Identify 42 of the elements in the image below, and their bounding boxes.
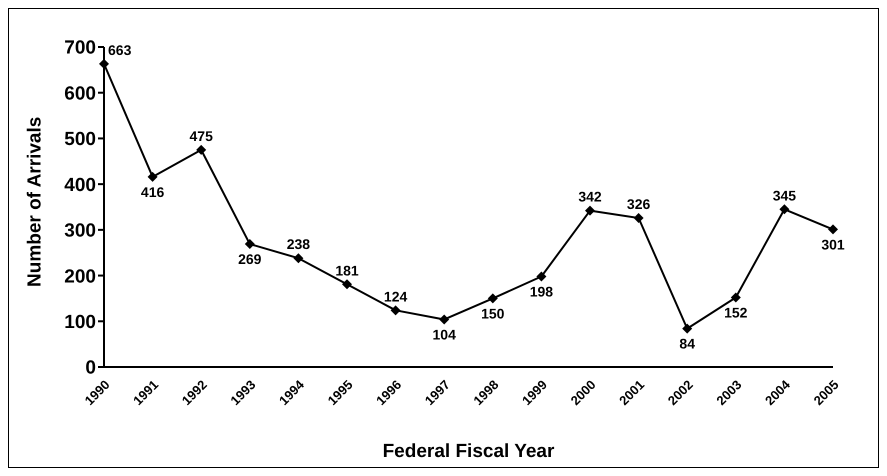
point (536, 271, 546, 282)
y-tick-label: 700 (64, 38, 96, 59)
point (342, 279, 352, 290)
point (196, 144, 206, 155)
data-label: 84 (679, 336, 696, 352)
data-label: 198 (530, 283, 554, 300)
point (293, 253, 304, 264)
data-label: 345 (772, 187, 796, 204)
data-label: 269 (238, 251, 262, 268)
y-tick-label: 500 (64, 129, 96, 150)
data-label: 663 (108, 42, 132, 58)
point (682, 324, 692, 334)
data-label: 150 (481, 305, 505, 322)
point (828, 224, 838, 234)
y-axis-title: Number of Arrivals (24, 116, 46, 287)
data-label: 326 (626, 196, 650, 212)
data-label: 238 (286, 236, 310, 252)
point (779, 204, 790, 214)
data-label: 301 (821, 236, 845, 252)
point (244, 239, 255, 250)
data-label: 181 (335, 262, 359, 278)
data-label: 104 (432, 326, 456, 342)
y-tick-label: 300 (64, 220, 96, 242)
data-label: 342 (578, 188, 602, 205)
point (99, 58, 109, 69)
point (488, 293, 498, 304)
point (148, 172, 158, 182)
point (634, 212, 644, 223)
y-tick-label: 400 (64, 174, 96, 196)
data-label: 124 (384, 288, 408, 304)
data-label: 475 (190, 128, 214, 144)
data-label: 416 (140, 184, 164, 200)
y-tick-label: 100 (64, 312, 96, 334)
y-tick-label: 200 (64, 266, 96, 288)
data-label: 152 (724, 304, 748, 321)
x-axis-title: Federal Fiscal Year (382, 441, 556, 462)
point (439, 314, 450, 324)
point (390, 305, 401, 316)
point (730, 292, 741, 303)
y-tick-label: 600 (64, 83, 96, 104)
point (585, 206, 595, 216)
y-tick-label: 0 (85, 358, 96, 379)
